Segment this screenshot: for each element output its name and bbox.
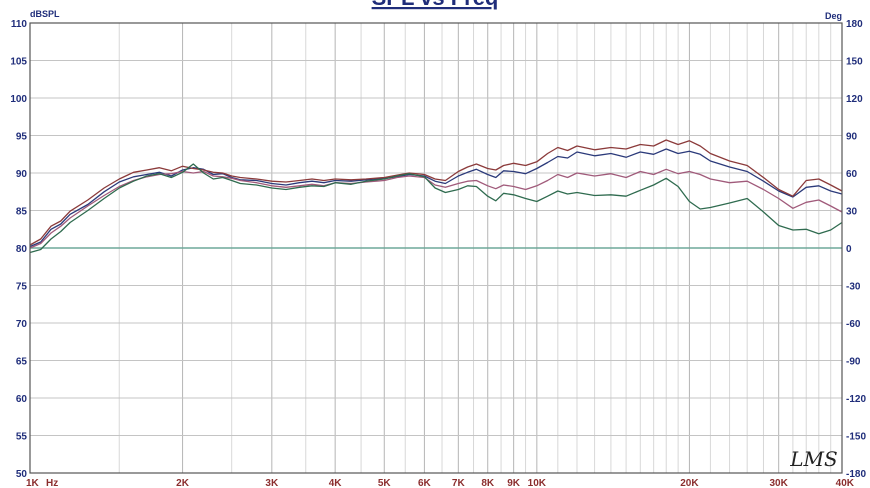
y-axis-left: 110 105 100 95 90 85 80 75 70 65 60 55 50 <box>10 19 27 480</box>
x-tick-label: 6K <box>418 478 432 488</box>
y-tick-label-right: 0 <box>846 244 852 255</box>
x-tick-label: 1K <box>26 478 40 488</box>
series-line-1 <box>29 148 843 248</box>
y-unit-right: Deg <box>825 11 842 21</box>
x-tick-label: 40K <box>836 478 855 488</box>
series-line-3 <box>29 168 843 249</box>
x-tick-label: 20K <box>680 478 699 488</box>
x-tick-label: 3K <box>265 478 279 488</box>
series-line-2 <box>29 139 843 246</box>
y-axis-right: 180 150 120 90 60 30 0 -30 -60 -90 -120 -150 -180 <box>846 19 866 480</box>
x-tick-label: 2K <box>176 478 190 488</box>
lms-logo: LMS <box>789 447 837 471</box>
y-tick-label-left: 60 <box>16 394 28 405</box>
y-tick-label-left: 50 <box>16 469 28 480</box>
y-tick-label-right: 180 <box>846 19 863 30</box>
x-tick-label: 8K <box>481 478 495 488</box>
y-tick-label-left: 105 <box>10 57 27 68</box>
series-group <box>29 139 843 254</box>
y-tick-label-right: -120 <box>846 394 866 405</box>
x-axis: 1K 2K 3K 4K 5K 6K 7K 8K 9K 10K 20K 30K 40K <box>26 478 855 488</box>
y-tick-label-right: 90 <box>846 132 858 143</box>
chart-title: SPL vs Freq <box>372 0 499 10</box>
plot-frame <box>29 22 843 474</box>
y-unit-left: dBSPL <box>30 9 60 19</box>
x-tick-label: 9K <box>507 478 521 488</box>
series-line-4 <box>29 163 843 254</box>
x-tick-label: 30K <box>769 478 788 488</box>
y-tick-label-right: -60 <box>846 319 861 330</box>
y-tick-label-left: 85 <box>16 207 28 218</box>
x-tick-label: 10K <box>528 478 547 488</box>
y-tick-label-left: 100 <box>10 94 27 105</box>
y-tick-label-right: 60 <box>846 169 858 180</box>
y-tick-label-left: 90 <box>16 169 28 180</box>
y-tick-label-left: 65 <box>16 357 28 368</box>
x-tick-label: 7K <box>452 478 466 488</box>
y-tick-label-right: -30 <box>846 282 861 293</box>
y-tick-label-right: -150 <box>846 432 866 443</box>
y-tick-label-left: 95 <box>16 132 28 143</box>
grid <box>29 22 843 474</box>
x-tick-label: 4K <box>329 478 343 488</box>
y-tick-label-right: -90 <box>846 357 861 368</box>
y-tick-label-left: 75 <box>16 282 28 293</box>
y-tick-label-left: 80 <box>16 244 28 255</box>
y-tick-label-right: 120 <box>846 94 863 105</box>
y-tick-label-left: 55 <box>16 432 28 443</box>
x-tick-label: 5K <box>378 478 392 488</box>
y-tick-label-left: 110 <box>11 19 28 30</box>
y-tick-label-right: 150 <box>846 57 863 68</box>
y-tick-label-left: 70 <box>16 319 28 330</box>
x-unit: Hz <box>46 478 58 488</box>
y-tick-label-right: 30 <box>846 207 858 218</box>
y-tick-label-right: -180 <box>846 469 866 480</box>
